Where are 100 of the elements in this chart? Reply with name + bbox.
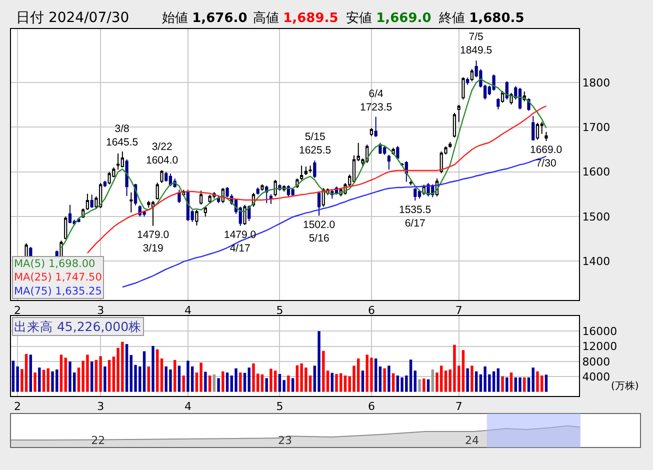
candlestick <box>466 77 470 86</box>
bar <box>510 372 513 392</box>
bar <box>274 370 277 392</box>
bar <box>492 371 496 392</box>
candlestick <box>130 192 133 213</box>
bar <box>42 370 46 392</box>
candlestick <box>505 80 508 100</box>
bar <box>388 366 390 392</box>
bar <box>426 379 430 392</box>
candlestick <box>116 153 120 170</box>
candlestick <box>269 194 273 205</box>
annotation: 1502.0 5/16 <box>303 219 336 245</box>
y-tick-label: 12000 <box>582 340 618 354</box>
bar <box>68 362 72 392</box>
bar <box>64 358 67 392</box>
bar <box>453 344 456 392</box>
bar <box>178 366 181 392</box>
y-tick-label: 1600 <box>582 166 610 179</box>
text: MA(25) 1,747.50 <box>14 272 102 284</box>
candlestick <box>291 188 294 197</box>
candlestick <box>90 194 94 209</box>
bar <box>518 377 522 392</box>
bar <box>248 368 250 392</box>
bar <box>243 372 246 392</box>
text: 始値 1,676.0 <box>162 11 248 26</box>
bar <box>270 368 272 392</box>
candlestick <box>536 122 540 140</box>
bar <box>51 371 54 392</box>
bar <box>147 366 150 392</box>
bar <box>527 377 530 392</box>
candlestick <box>308 165 312 174</box>
x-tick-label: 6 <box>368 304 375 318</box>
bar <box>90 362 94 392</box>
y-tick-label: 1800 <box>582 76 610 90</box>
annotation: 3/8 1645.5 <box>106 123 138 149</box>
bar <box>38 368 41 392</box>
candlestick <box>160 170 164 184</box>
candlestick <box>260 184 264 192</box>
candlestick <box>532 116 535 142</box>
bar <box>287 376 290 392</box>
chart-title: 日付 2024/07/30 <box>16 10 130 26</box>
candlestick <box>462 76 465 100</box>
candlestick <box>199 190 203 205</box>
bar <box>330 372 334 392</box>
candlestick <box>208 194 212 204</box>
bar <box>532 368 534 392</box>
bar <box>378 366 382 392</box>
candlestick <box>24 242 28 258</box>
bar <box>182 376 185 392</box>
series-label: MA(5) 1,698.00 <box>14 258 96 270</box>
y-tick-label: 1500 <box>582 210 610 224</box>
candlestick <box>448 141 452 148</box>
bar <box>544 374 548 392</box>
y-tick-label: 4000 <box>582 370 610 384</box>
bar <box>392 373 395 392</box>
bar <box>506 377 508 392</box>
bar <box>444 370 448 392</box>
bar <box>34 372 36 392</box>
x-tick-label: 3 <box>97 304 104 318</box>
candlestick <box>195 209 198 226</box>
annotation: 7/5 1849.5 <box>460 31 492 57</box>
chart-title: 出来高 45,226,000株 <box>14 319 142 334</box>
bar <box>361 370 364 392</box>
bar <box>46 368 50 392</box>
candlestick <box>125 158 128 196</box>
annotation: 6/4 1723.5 <box>360 88 392 114</box>
bar <box>474 371 478 392</box>
bar <box>523 377 526 392</box>
candlestick <box>496 98 500 110</box>
bar <box>130 355 133 392</box>
bar <box>296 365 299 392</box>
bar <box>29 354 32 392</box>
candlestick <box>256 186 260 196</box>
bar <box>152 346 154 392</box>
text: 高値 1,689.5 <box>253 10 338 26</box>
bar <box>536 371 539 392</box>
y-tick-label: 1400 <box>582 255 610 268</box>
candlestick <box>243 204 246 226</box>
bar <box>260 374 264 392</box>
x-tick-label: 4 <box>184 304 192 318</box>
candlestick <box>370 128 374 137</box>
y-tick-label: 16000 <box>582 325 618 338</box>
bar <box>470 366 474 392</box>
candlestick <box>68 204 72 224</box>
annotation: 1535.5 6/17 <box>399 204 432 230</box>
bar <box>422 378 426 392</box>
x-tick-label: 24 <box>464 434 479 447</box>
bar <box>204 372 207 392</box>
candlestick <box>544 131 548 142</box>
candlestick <box>204 206 207 218</box>
candlestick <box>156 182 159 200</box>
bar <box>226 372 229 392</box>
bar <box>265 378 268 392</box>
y-tick-label: 1700 <box>582 121 610 134</box>
bar <box>496 368 500 392</box>
candlestick <box>300 165 304 180</box>
candlestick <box>64 216 68 240</box>
bar <box>99 356 102 392</box>
bar <box>278 374 282 392</box>
annotation: 1479.0 4/17 <box>224 229 256 255</box>
